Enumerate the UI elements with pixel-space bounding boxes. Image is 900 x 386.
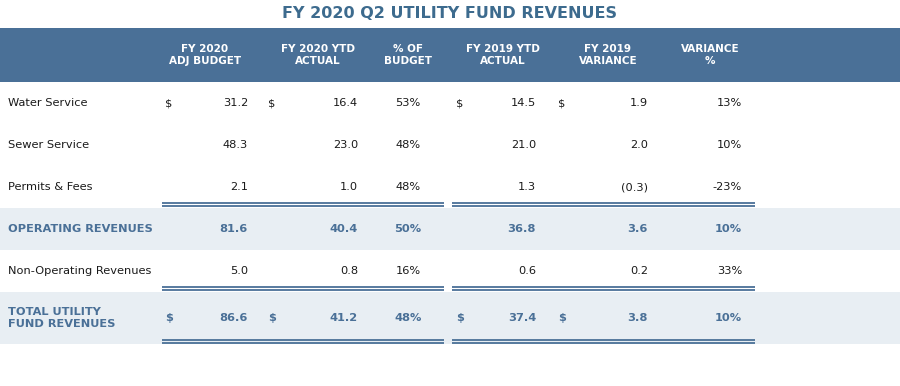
Text: Non-Operating Revenues: Non-Operating Revenues <box>8 266 151 276</box>
Text: $: $ <box>456 313 464 323</box>
Text: FY 2019
VARIANCE: FY 2019 VARIANCE <box>579 44 637 66</box>
Text: 50%: 50% <box>394 224 421 234</box>
Text: 14.5: 14.5 <box>511 98 536 108</box>
Text: 5.0: 5.0 <box>230 266 248 276</box>
Text: 86.6: 86.6 <box>220 313 248 323</box>
Text: Water Service: Water Service <box>8 98 87 108</box>
Text: 2.1: 2.1 <box>230 182 248 192</box>
Text: Sewer Service: Sewer Service <box>8 140 89 150</box>
Text: FY 2019 YTD
ACTUAL: FY 2019 YTD ACTUAL <box>466 44 540 66</box>
Text: (0.3): (0.3) <box>621 182 648 192</box>
Text: % OF
BUDGET: % OF BUDGET <box>384 44 432 66</box>
Text: 10%: 10% <box>716 140 742 150</box>
Text: 2.0: 2.0 <box>630 140 648 150</box>
Text: 13%: 13% <box>716 98 742 108</box>
Text: 0.6: 0.6 <box>518 266 536 276</box>
Text: 53%: 53% <box>395 98 420 108</box>
Text: 81.6: 81.6 <box>220 224 248 234</box>
Text: $: $ <box>558 313 566 323</box>
Text: 10%: 10% <box>715 313 742 323</box>
Text: 41.2: 41.2 <box>330 313 358 323</box>
Bar <box>0 292 900 344</box>
Text: 23.0: 23.0 <box>333 140 358 150</box>
Text: VARIANCE
%: VARIANCE % <box>680 44 739 66</box>
Text: 1.3: 1.3 <box>518 182 536 192</box>
Text: 0.2: 0.2 <box>630 266 648 276</box>
Text: 40.4: 40.4 <box>329 224 358 234</box>
Text: TOTAL UTILITY
FUND REVENUES: TOTAL UTILITY FUND REVENUES <box>8 307 115 329</box>
Text: $: $ <box>165 313 173 323</box>
Text: OPERATING REVENUES: OPERATING REVENUES <box>8 224 153 234</box>
Text: 31.2: 31.2 <box>223 98 248 108</box>
Text: FY 2020 Q2 UTILITY FUND REVENUES: FY 2020 Q2 UTILITY FUND REVENUES <box>283 7 617 22</box>
Text: 48%: 48% <box>394 313 422 323</box>
Text: 3.6: 3.6 <box>627 224 648 234</box>
Text: Permits & Fees: Permits & Fees <box>8 182 93 192</box>
Text: $: $ <box>456 98 464 108</box>
Bar <box>0 28 900 82</box>
Text: $: $ <box>165 98 173 108</box>
Text: 21.0: 21.0 <box>511 140 536 150</box>
Text: FY 2020
ADJ BUDGET: FY 2020 ADJ BUDGET <box>169 44 241 66</box>
Text: 36.8: 36.8 <box>508 224 536 234</box>
Text: 1.0: 1.0 <box>340 182 358 192</box>
Text: 16.4: 16.4 <box>333 98 358 108</box>
Text: FY 2020 YTD
ACTUAL: FY 2020 YTD ACTUAL <box>281 44 355 66</box>
Text: 48%: 48% <box>395 140 420 150</box>
Text: -23%: -23% <box>713 182 742 192</box>
Text: 0.8: 0.8 <box>340 266 358 276</box>
Text: 16%: 16% <box>395 266 420 276</box>
Text: $: $ <box>558 98 565 108</box>
Text: 48.3: 48.3 <box>223 140 248 150</box>
Text: $: $ <box>268 313 276 323</box>
Text: 10%: 10% <box>715 224 742 234</box>
Text: 37.4: 37.4 <box>508 313 536 323</box>
Bar <box>0 208 900 250</box>
Text: 33%: 33% <box>716 266 742 276</box>
Text: $: $ <box>268 98 275 108</box>
Text: 1.9: 1.9 <box>630 98 648 108</box>
Text: 3.8: 3.8 <box>627 313 648 323</box>
Text: 48%: 48% <box>395 182 420 192</box>
